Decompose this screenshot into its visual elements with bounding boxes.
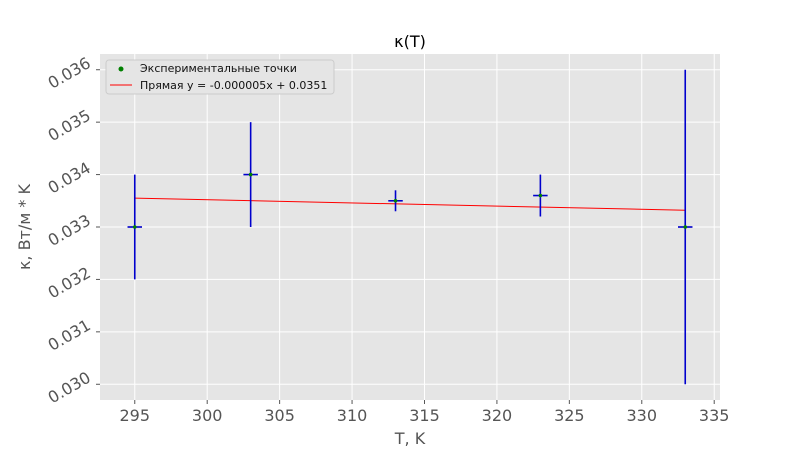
legend-line-label: Прямая y = -0.000005x + 0.0351 [140, 79, 327, 92]
x-tick-label: 300 [192, 406, 223, 425]
x-tick-label: 325 [554, 406, 585, 425]
legend-points-marker [118, 66, 124, 72]
x-tick-label: 295 [119, 406, 150, 425]
x-tick-label: 305 [264, 406, 295, 425]
fit-line [134, 197, 686, 211]
legend-points-label: Экспериментальные точки [140, 62, 297, 75]
x-tick-label: 330 [627, 406, 658, 425]
data-point [393, 198, 398, 203]
y-tick-label: 0.036 [45, 53, 94, 92]
y-tick-label: 0.033 [45, 211, 94, 250]
x-tick-label: 335 [699, 406, 730, 425]
legend: Экспериментальные точки Прямая y = -0.00… [105, 59, 335, 95]
y-tick-label: 0.032 [45, 263, 94, 302]
x-axis-label: T, K [394, 429, 426, 448]
data-point [538, 193, 543, 198]
data-points [132, 172, 688, 229]
y-tick-label: 0.035 [45, 106, 94, 145]
y-tick-label: 0.034 [45, 158, 94, 197]
data-point [132, 225, 137, 229]
x-tick-label: 310 [337, 406, 368, 425]
chart-title: κ(T) [394, 32, 426, 51]
fit-line-group [134, 197, 686, 211]
data-point [683, 225, 688, 229]
grid [100, 54, 720, 400]
y-tick-label: 0.030 [45, 368, 94, 407]
x-tick-label: 315 [409, 406, 440, 425]
y-tick-label: 0.031 [45, 315, 94, 354]
data-point [248, 172, 253, 177]
x-tick-label: 320 [482, 406, 513, 425]
legend-box [105, 59, 335, 95]
y-axis-label: κ, Вт/м * K [15, 183, 34, 270]
